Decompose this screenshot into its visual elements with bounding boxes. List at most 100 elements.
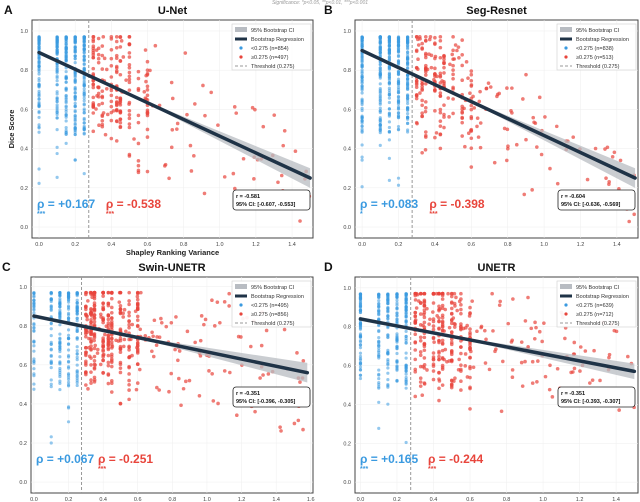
point-low-variance (405, 99, 410, 103)
point-high-variance (422, 341, 427, 346)
x-tick-label: 1.0 (540, 242, 548, 248)
point-high-variance (440, 367, 445, 371)
point-high-variance (555, 366, 560, 371)
point-low-variance (387, 156, 391, 160)
point-high-variance (498, 299, 502, 304)
point-high-variance (175, 121, 180, 126)
point-low-variance (405, 121, 410, 126)
point-high-variance (159, 320, 164, 325)
point-high-variance (153, 43, 158, 48)
point-low-variance (405, 37, 410, 41)
point-low-variance (73, 158, 77, 162)
point-high-variance (151, 354, 156, 359)
point-high-variance (139, 290, 143, 295)
point-high-variance (429, 65, 434, 70)
point-high-variance (534, 325, 538, 330)
point-high-variance (143, 48, 148, 52)
point-low-variance (73, 56, 77, 61)
point-high-variance (548, 363, 552, 368)
point-high-variance (198, 354, 203, 358)
point-low-variance (64, 104, 68, 108)
point-low-variance (387, 75, 391, 79)
stats-box (557, 386, 636, 408)
point-high-variance (96, 91, 101, 96)
point-high-variance (184, 379, 188, 384)
point-high-variance (84, 383, 88, 387)
point-high-variance (440, 325, 445, 329)
x-tick-label: 0.6 (144, 242, 152, 248)
point-high-variance (109, 346, 114, 350)
point-high-variance (116, 339, 121, 343)
point-high-variance (114, 64, 119, 69)
point-low-variance (55, 90, 59, 94)
point-high-variance (109, 359, 114, 363)
x-tick-label: 0.4 (430, 497, 438, 502)
panel-D: D UNETR 0.0 0.2 0.4 0.6 0.8 1.0 1.2 1.4 0.0 0.2 0.4 0… (324, 260, 639, 502)
point-high-variance (418, 353, 423, 358)
y-tick-label: 0.2 (343, 441, 351, 447)
point-low-variance (55, 112, 59, 117)
point-high-variance (154, 343, 159, 347)
point-high-variance (106, 372, 111, 376)
point-high-variance (418, 37, 422, 41)
point-low-variance (66, 313, 71, 317)
point-high-variance (86, 299, 90, 303)
point-high-variance (118, 366, 123, 370)
point-low-variance (32, 329, 36, 333)
point-high-variance (278, 425, 282, 429)
point-high-variance (114, 103, 119, 108)
legend-ci-swatch (560, 284, 572, 289)
point-low-variance (55, 74, 59, 78)
point-low-variance (358, 335, 363, 339)
point-high-variance (422, 348, 427, 353)
point-high-variance (477, 99, 482, 104)
point-high-variance (418, 335, 423, 340)
point-low-variance (73, 101, 77, 105)
point-low-variance (64, 110, 68, 114)
point-high-variance (588, 381, 592, 385)
point-high-variance (440, 306, 445, 310)
y-tick-label: 0.6 (19, 363, 27, 369)
point-high-variance (101, 307, 106, 312)
point-high-variance (127, 383, 131, 387)
point-low-variance (58, 362, 62, 366)
point-high-variance (301, 427, 305, 432)
point-low-variance (360, 54, 364, 59)
point-high-variance (449, 294, 454, 299)
point-low-variance (32, 308, 36, 312)
point-low-variance (55, 92, 59, 96)
point-low-variance (66, 291, 71, 295)
point-high-variance (438, 55, 443, 60)
point-low-variance (37, 35, 41, 39)
point-low-variance (66, 372, 71, 376)
point-low-variance (75, 301, 79, 305)
point-high-variance (118, 109, 123, 114)
point-high-variance (216, 123, 220, 127)
point-low-variance (37, 64, 41, 68)
point-high-variance (127, 116, 132, 121)
point-low-variance (395, 303, 399, 307)
legend-ci-swatch (235, 284, 247, 289)
point-high-variance (413, 310, 418, 315)
point-low-variance (64, 70, 68, 74)
point-high-variance (451, 87, 455, 91)
point-high-variance (84, 370, 88, 375)
point-low-variance (378, 117, 382, 121)
point-low-variance (377, 340, 381, 344)
point-high-variance (438, 91, 443, 95)
point-low-variance (64, 113, 68, 117)
point-low-variance (64, 48, 68, 52)
point-low-variance (396, 90, 401, 95)
point-high-variance (423, 81, 428, 86)
point-low-variance (64, 128, 68, 132)
point-high-variance (109, 110, 114, 115)
point-high-variance (449, 378, 454, 383)
point-low-variance (404, 302, 408, 306)
legend: 95% Bootstrap CI Bootstrap Regression <0.2… (556, 23, 637, 71)
legend-low-swatch (564, 46, 568, 50)
point-low-variance (358, 346, 363, 350)
point-high-variance (468, 343, 472, 347)
point-high-variance (418, 384, 423, 388)
point-low-variance (66, 360, 71, 364)
point-low-variance (73, 128, 77, 133)
